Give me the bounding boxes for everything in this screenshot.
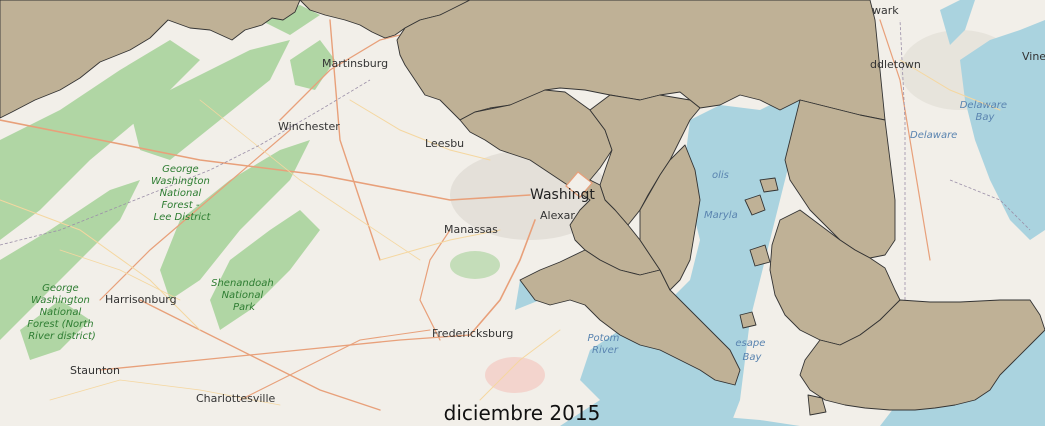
place-winchester: Winchester — [278, 120, 340, 133]
county-garrett-allegany — [0, 0, 301, 119]
road-network — [0, 19, 1001, 411]
place-staunton: Staunton — [70, 364, 120, 377]
place-alexandria: Alexar — [540, 209, 575, 222]
water-labels: Delaware Bay Delaware Maryla esape Bay P… — [587, 100, 1011, 363]
dc-boundary — [565, 171, 593, 198]
label-chesapeake: esape Bay — [735, 338, 768, 363]
label-potomac: Potom River — [587, 333, 622, 356]
label-gwnf-lee: George Washington National Forest - Lee … — [151, 164, 213, 223]
label-maryland: Maryla — [704, 210, 738, 221]
place-manassas: Manassas — [444, 223, 498, 236]
county-calvert — [639, 144, 701, 291]
label-delaware-bay: Delaware Bay — [960, 100, 1011, 123]
place-labels: Martinsburg Winchester Leesbu Washingt A… — [70, 4, 1045, 405]
place-leesburg: Leesbu — [425, 137, 464, 150]
label-delaware: Delaware — [910, 130, 957, 141]
label-annapolis: olis — [712, 170, 729, 181]
place-middletown: ddletown — [870, 58, 921, 71]
forest-labels: George Washington National Forest - Lee … — [27, 164, 277, 342]
county-overlay — [0, 0, 1045, 416]
label-shenandoah: Shenandoah National Park — [211, 278, 277, 313]
state-borders — [0, 19, 1031, 300]
date-caption: diciembre 2015 — [444, 401, 601, 425]
place-charlottesville: Charlottesville — [196, 392, 276, 405]
label-gwnf-north: George Washington National Forest (North… — [27, 283, 97, 342]
place-vineland: Vine — [1022, 50, 1045, 63]
place-fredericksburg: Fredericksburg — [432, 327, 513, 340]
county-charles-stmarys — [519, 249, 741, 386]
place-newark: wark — [872, 4, 899, 17]
county-lower-shore — [799, 299, 1045, 411]
place-harrisonburg: Harrisonburg — [105, 293, 177, 306]
place-martinsburg: Martinsburg — [322, 57, 388, 70]
place-washington: Washingt — [530, 187, 595, 203]
